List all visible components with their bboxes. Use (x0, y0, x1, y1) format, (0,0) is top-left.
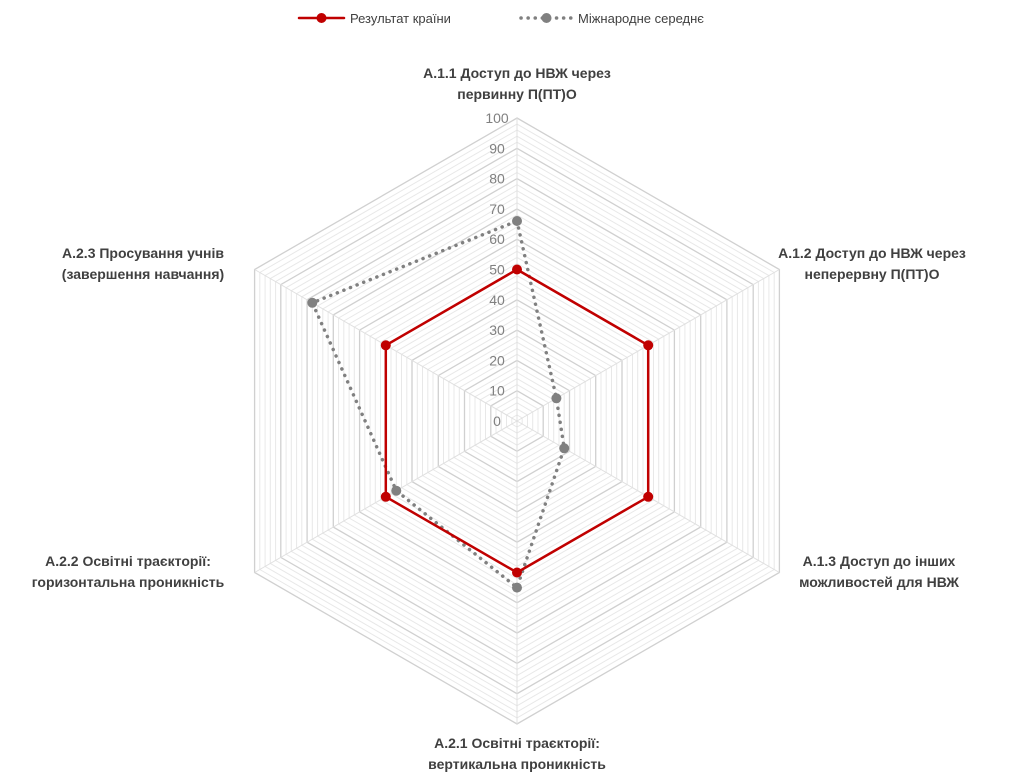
axis-label: горизонтальна проникність (32, 574, 225, 590)
series-point (380, 491, 391, 502)
series-point (512, 264, 522, 275)
series-point (307, 297, 318, 308)
axis-label: A.2.1 Освітні траєкторії: (434, 735, 600, 751)
tick-label: 90 (489, 140, 505, 156)
legend-marker (316, 13, 327, 23)
legend-marker (541, 13, 552, 23)
axis-label: A.1.1 Доступ до НВЖ через (423, 65, 611, 81)
series-point (512, 582, 522, 593)
tick-label: 70 (489, 201, 505, 217)
tick-label: 40 (489, 292, 505, 308)
tick-label: 0 (493, 413, 501, 429)
series-point (559, 443, 570, 454)
radar-series (307, 216, 654, 593)
radar-axis-labels: A.1.1 Доступ до НВЖ через первинну П(ПТ)О… (32, 65, 966, 772)
axis-label: вертикальна проникність (428, 756, 606, 772)
tick-label: 100 (485, 110, 509, 126)
legend: Результат країни Міжнародне середнє (297, 11, 704, 26)
legend-label: Результат країни (350, 11, 451, 26)
series-1 (307, 216, 570, 593)
series-point (643, 340, 654, 351)
series-point (551, 393, 562, 404)
series-point (391, 485, 402, 496)
series-point (512, 216, 522, 226)
axis-label: A.2.3 Просування учнів (62, 245, 224, 261)
axis-label: A.2.2 Освітні траєкторії: (45, 553, 211, 569)
axis-label: первинну П(ПТ)О (457, 86, 577, 102)
series-point (380, 340, 391, 351)
tick-label: 10 (489, 383, 505, 399)
series-0 (380, 264, 654, 578)
tick-label: 20 (489, 352, 505, 368)
axis-label: (завершення навчання) (62, 266, 224, 282)
tick-label: 30 (489, 322, 505, 338)
legend-item-0: Результат країни (297, 11, 451, 26)
axis-label: A.1.3 Доступ до інших (803, 553, 956, 569)
series-point (643, 491, 654, 502)
tick-label: 80 (489, 171, 505, 187)
legend-item-1: Міжнародне середнє (519, 11, 704, 26)
tick-label: 50 (489, 262, 505, 278)
axis-label: неперервну П(ПТ)О (804, 266, 939, 282)
radar-tick-labels: 0 10 20 30 40 50 60 70 80 90 100 (485, 110, 509, 429)
axis-label: A.1.2 Доступ до НВЖ через (778, 245, 966, 261)
tick-label: 60 (489, 231, 505, 247)
series-point (512, 567, 522, 578)
axis-label: можливостей для НВЖ (799, 574, 959, 590)
legend-label: Міжнародне середнє (578, 11, 704, 26)
